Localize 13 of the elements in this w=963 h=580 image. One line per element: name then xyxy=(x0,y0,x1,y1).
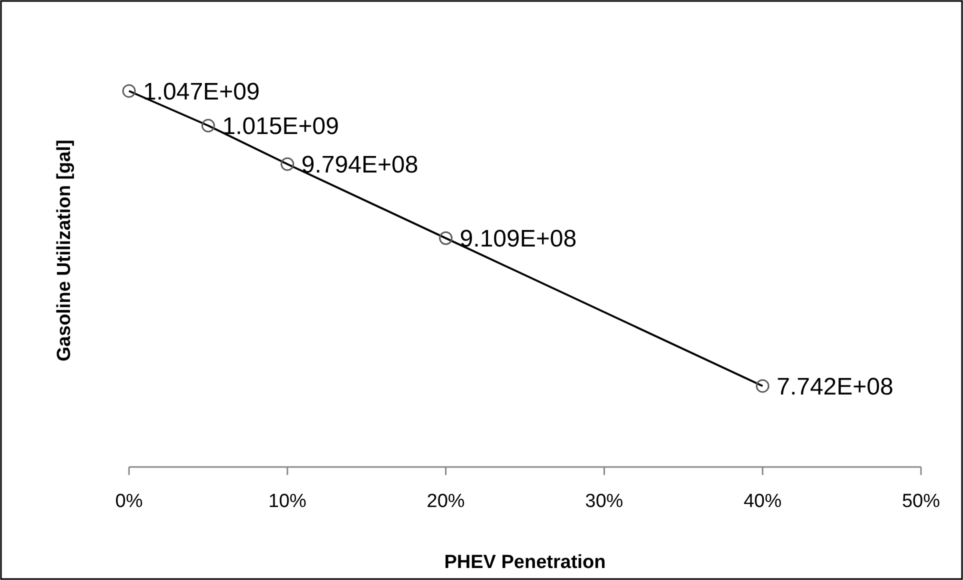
data-label: 9.109E+08 xyxy=(460,226,577,253)
x-tick-label: 30% xyxy=(585,491,624,512)
x-axis-title: PHEV Penetration xyxy=(444,552,606,573)
data-label: 7.742E+08 xyxy=(776,373,894,400)
x-tick-label: 50% xyxy=(902,491,940,512)
data-label: 1.015E+09 xyxy=(222,113,339,140)
x-tick-label: 20% xyxy=(426,491,465,512)
x-tick-label: 0% xyxy=(115,491,143,512)
x-tick-label: 10% xyxy=(268,491,307,512)
y-axis-title: Gasoline Utilization [gal] xyxy=(54,140,75,362)
data-label: 9.794E+08 xyxy=(301,152,418,178)
data-label: 1.047E+09 xyxy=(143,78,260,106)
x-tick-label: 40% xyxy=(744,491,782,512)
